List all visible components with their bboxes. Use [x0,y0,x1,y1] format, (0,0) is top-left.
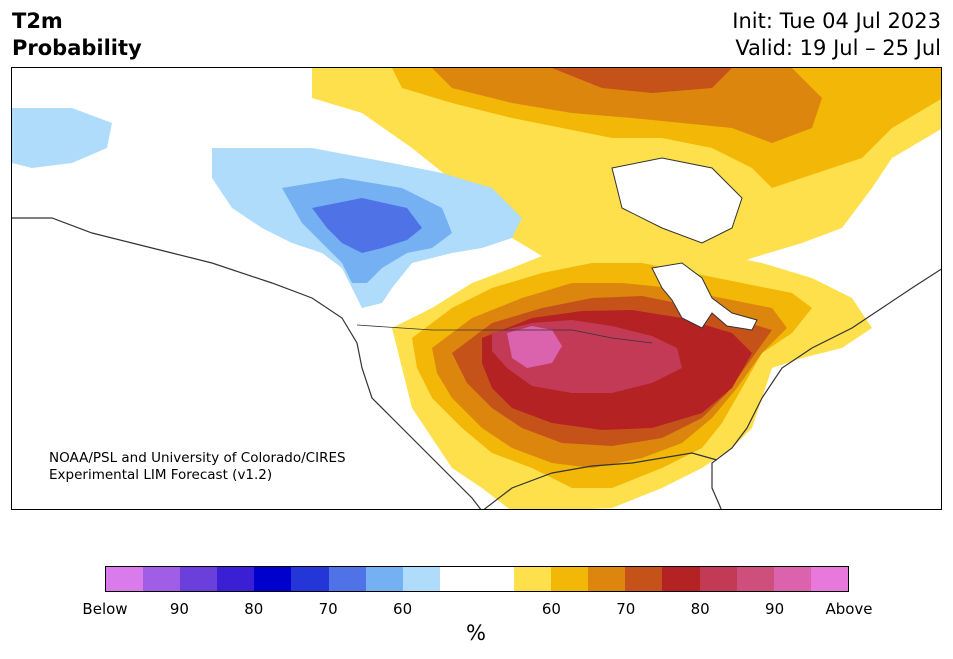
warm-region-arctic-70 [432,68,822,143]
hudson-bay [611,157,743,244]
colorbar-segment [588,567,626,591]
colorbar-labels: Below 90 80 70 60 60 70 80 90 Above [0,600,953,620]
cool-region-west-80 [312,198,422,253]
colorbar-tick-label: Below [82,600,128,618]
probability-colorbar [105,566,849,592]
map-credit: NOAA/PSL and University of Colorado/CIRE… [49,450,346,484]
colorbar-segment [217,567,255,591]
colorbar-tick-label: 70 [318,600,338,618]
title-probability: Probability [12,36,142,60]
gulf-coast [483,452,718,509]
colorbar-segment [365,567,403,591]
colorbar-tick-label: 60 [393,600,413,618]
colorbar-segment [514,567,552,591]
credit-line-2: Experimental LIM Forecast (v1.2) [49,467,273,483]
colorbar-segment [106,567,144,591]
forecast-map [11,67,942,510]
colorbar-unit: % [466,621,486,645]
colorbar-segment [810,567,848,591]
warm-region-us-peak [507,326,562,368]
colorbar-tick-label: 90 [765,600,785,618]
coastline-east [711,268,941,509]
map-canvas [12,68,941,509]
colorbar-tick-label: 60 [541,600,561,618]
colorbar-tick-label: 90 [169,600,189,618]
coastline-west [12,217,482,509]
colorbar-segment [180,567,218,591]
title-variable: T2m [12,9,63,33]
colorbar-tick-label: 70 [616,600,636,618]
colorbar-segment [551,567,589,591]
init-date: Init: Tue 04 Jul 2023 [732,9,941,33]
colorbar-segment [402,567,440,591]
colorbar-segment [254,567,292,591]
colorbar-segment [736,567,774,591]
colorbar-segment [662,567,700,591]
great-lakes [651,262,758,331]
colorbar-segment [143,567,181,591]
colorbar-tick-label: Above [825,600,873,618]
colorbar-segment [328,567,366,591]
colorbar-segment [773,567,811,591]
forecast-dates: Init: Tue 04 Jul 2023 Valid: 19 Jul – 25… [732,8,941,62]
colorbar-segment [625,567,663,591]
colorbar-segment [699,567,737,591]
cool-region-alaska [12,108,112,168]
colorbar-tick-label: 80 [690,600,710,618]
us-canada-border [356,324,653,344]
colorbar-tick-label: 80 [244,600,264,618]
warm-region-arctic-80 [552,68,732,93]
colorbar-segment [439,567,477,591]
colorbar-segment [476,567,515,591]
map-title: T2m Probability [12,8,142,62]
credit-line-1: NOAA/PSL and University of Colorado/CIRE… [49,450,346,466]
colorbar-segment [291,567,329,591]
valid-date: Valid: 19 Jul – 25 Jul [735,36,941,60]
